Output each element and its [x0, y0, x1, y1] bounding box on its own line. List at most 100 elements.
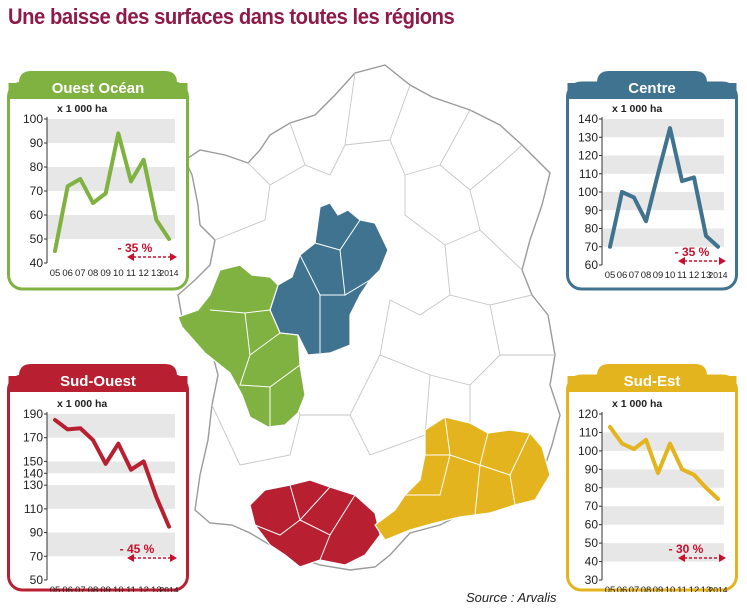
y-tick-label: 140 — [23, 466, 43, 480]
y-tick-label: 50 — [30, 232, 44, 246]
x-tick-label: 09 — [653, 270, 664, 281]
arrow-head-left — [127, 253, 134, 261]
chart-title: Sud-Ouest — [60, 373, 136, 390]
chart-ouest-ocean: Ouest Océan x 1 000 ha 40 50 60 70 80 90 100 05 06… — [7, 71, 189, 291]
x-tick-label: 09 — [100, 268, 111, 279]
arrow-head-right — [170, 554, 177, 562]
region-ouest-ocean — [177, 264, 306, 428]
y-tick-label: 40 — [30, 256, 44, 270]
annotation-label: - 35 % — [675, 245, 710, 259]
y-tick-label: 100 — [23, 112, 43, 126]
arrow-head-right — [719, 554, 726, 562]
x-tick-label: 05 — [605, 585, 616, 592]
x-tick-label: 06 — [62, 585, 73, 592]
x-tick-label: 2014 — [160, 585, 179, 592]
series-line — [608, 126, 720, 249]
arrow-head-right — [719, 257, 726, 265]
y-tick-label: 70 — [30, 184, 44, 198]
page-title: Une baisse des surfaces dans toutes les … — [8, 4, 455, 29]
arrow-head-left — [678, 554, 685, 562]
region-sud-est — [374, 416, 551, 541]
grid-band — [47, 215, 175, 239]
x-tick-label: 13 — [151, 268, 162, 279]
x-tick-label: 11 — [126, 268, 136, 279]
y-tick-label: 60 — [585, 518, 599, 532]
y-tick-label: 110 — [579, 425, 598, 439]
y-tick-label: 30 — [585, 573, 599, 587]
x-tick-label: 10 — [113, 268, 124, 279]
x-tick-label: 10 — [113, 585, 124, 592]
y-tick-label: 100 — [578, 444, 598, 458]
x-tick-label: 2014 — [709, 270, 728, 280]
x-tick-label: 12 — [689, 270, 700, 281]
y-tick-label: 50 — [30, 573, 44, 587]
chart-title: Sud-Est — [624, 373, 681, 390]
x-tick-label: 10 — [665, 585, 676, 592]
y-unit-label: x 1 000 ha — [612, 103, 662, 115]
chart-centre: Centre x 1 000 ha 60 70 80 90 100 110 120 130 140 0… — [566, 71, 738, 291]
france-map — [177, 64, 561, 571]
x-tick-label: 08 — [88, 585, 99, 592]
x-tick-label: 11 — [677, 270, 687, 281]
x-tick-label: 08 — [641, 585, 652, 592]
x-tick-label: 12 — [689, 585, 700, 592]
y-unit-label: x 1 000 ha — [612, 398, 662, 410]
y-tick-label: 60 — [585, 258, 599, 272]
x-tick-label: 07 — [75, 268, 86, 279]
y-tick-label: 90 — [30, 136, 44, 150]
grid-band — [602, 543, 724, 562]
y-tick-label: 130 — [23, 478, 43, 492]
x-tick-label: 11 — [677, 585, 687, 592]
grid-band — [47, 461, 175, 474]
series-line — [608, 424, 720, 501]
series-line — [53, 131, 171, 253]
y-unit-label: x 1 000 ha — [57, 398, 107, 410]
annotation-label: - 45 % — [120, 542, 155, 556]
arrow-head-left — [678, 257, 685, 265]
x-tick-label: 09 — [653, 585, 664, 592]
y-tick-label: 120 — [578, 407, 598, 421]
grid-band — [47, 119, 175, 143]
arrow-head-left — [127, 554, 134, 562]
y-tick-label: 50 — [585, 536, 599, 550]
y-tick-label: 130 — [578, 130, 598, 144]
y-tick-label: 100 — [578, 185, 598, 199]
x-tick-label: 07 — [75, 585, 86, 592]
y-tick-label: 70 — [585, 240, 599, 254]
grid-band — [602, 155, 724, 174]
chart-header-band — [567, 83, 737, 99]
y-tick-label: 80 — [585, 481, 599, 495]
chart-title: Ouest Océan — [52, 80, 145, 97]
y-tick-label: 90 — [585, 462, 599, 476]
x-tick-label: 06 — [617, 585, 628, 592]
y-tick-label: 110 — [579, 167, 598, 181]
y-tick-label: 80 — [30, 160, 44, 174]
x-tick-label: 12 — [138, 268, 149, 279]
x-tick-label: 07 — [629, 270, 640, 281]
x-tick-label: 2014 — [709, 585, 728, 592]
x-tick-label: 13 — [701, 585, 712, 592]
x-tick-label: 10 — [665, 270, 676, 281]
y-unit-label: x 1 000 ha — [57, 103, 107, 115]
annotation-label: - 35 % — [118, 241, 153, 255]
chart-header-band — [567, 376, 737, 392]
x-tick-label: 05 — [50, 268, 61, 279]
x-tick-label: 05 — [50, 585, 61, 592]
y-tick-label: 90 — [30, 526, 44, 540]
x-tick-label: 07 — [629, 585, 640, 592]
region-centre — [269, 202, 389, 356]
grid-band — [602, 506, 724, 525]
region-sud-ouest — [249, 479, 381, 568]
x-tick-label: 06 — [62, 268, 73, 279]
y-tick-label: 70 — [585, 499, 599, 513]
y-tick-label: 40 — [585, 555, 599, 569]
chart-header-band — [8, 83, 188, 99]
x-tick-label: 08 — [641, 270, 652, 281]
series-line — [53, 417, 171, 529]
grid-band — [602, 228, 724, 247]
x-tick-label: 11 — [126, 585, 136, 592]
y-tick-label: 120 — [578, 149, 598, 163]
y-tick-label: 60 — [30, 208, 44, 222]
